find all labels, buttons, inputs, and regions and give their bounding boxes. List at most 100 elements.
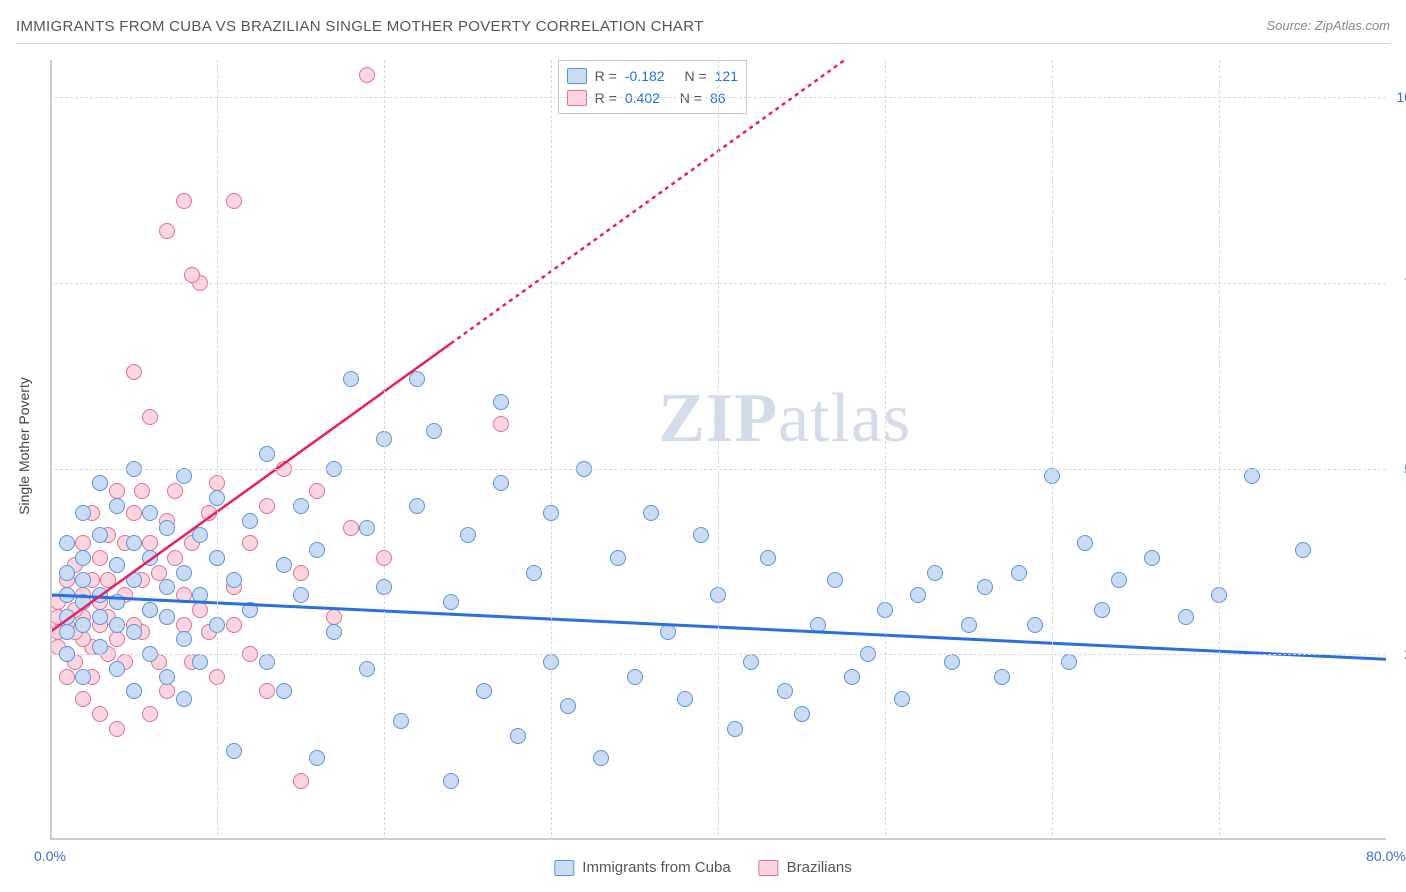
scatter-point — [109, 498, 125, 514]
scatter-point — [961, 617, 977, 633]
scatter-point — [109, 721, 125, 737]
scatter-point — [476, 683, 492, 699]
scatter-point — [75, 669, 91, 685]
scatter-point — [151, 565, 167, 581]
scatter-point — [827, 572, 843, 588]
scatter-point — [910, 587, 926, 603]
scatter-point — [359, 661, 375, 677]
r-value-1: -0.182 — [625, 68, 665, 84]
scatter-point — [109, 594, 125, 610]
legend-item-2: Brazilians — [759, 859, 852, 876]
scatter-point — [1244, 468, 1260, 484]
scatter-point — [109, 661, 125, 677]
scatter-point — [794, 706, 810, 722]
scatter-point — [159, 223, 175, 239]
scatter-point — [159, 520, 175, 536]
scatter-point — [92, 706, 108, 722]
scatter-point — [1144, 550, 1160, 566]
scatter-point — [343, 371, 359, 387]
scatter-point — [359, 67, 375, 83]
x-tick-label: 80.0% — [1366, 848, 1406, 864]
scatter-point — [142, 535, 158, 551]
scatter-point — [844, 669, 860, 685]
gridline-vertical — [217, 60, 218, 840]
scatter-point — [134, 483, 150, 499]
scatter-point — [159, 669, 175, 685]
scatter-point — [159, 683, 175, 699]
scatter-point — [75, 550, 91, 566]
scatter-point — [593, 750, 609, 766]
n-label-1: N = — [684, 68, 706, 84]
scatter-point — [109, 617, 125, 633]
scatter-point — [126, 535, 142, 551]
scatter-point — [92, 609, 108, 625]
scatter-point — [242, 602, 258, 618]
scatter-point — [75, 505, 91, 521]
scatter-point — [643, 505, 659, 521]
legend-label-2: Brazilians — [787, 859, 852, 876]
plot-area: ZIPatlas R = -0.182 N = 121 R = 0.402 — [50, 60, 1386, 840]
watermark: ZIPatlas — [658, 379, 911, 459]
scatter-point — [276, 557, 292, 573]
scatter-point — [1111, 572, 1127, 588]
scatter-point — [259, 654, 275, 670]
scatter-point — [510, 728, 526, 744]
scatter-point — [176, 691, 192, 707]
scatter-point — [59, 565, 75, 581]
y-axis-label: Single Mother Poverty — [16, 377, 32, 515]
scatter-point — [526, 565, 542, 581]
scatter-point — [109, 557, 125, 573]
gridline-vertical — [885, 60, 886, 840]
scatter-point — [75, 691, 91, 707]
scatter-point — [184, 267, 200, 283]
scatter-point — [693, 527, 709, 543]
scatter-point — [176, 617, 192, 633]
scatter-point — [677, 691, 693, 707]
r-label-1: R = — [595, 68, 617, 84]
legend: Immigrants from Cuba Brazilians — [554, 859, 851, 876]
scatter-point — [1094, 602, 1110, 618]
scatter-point — [59, 624, 75, 640]
legend-swatch-2 — [759, 860, 779, 876]
legend-swatch-1 — [554, 860, 574, 876]
scatter-point — [92, 550, 108, 566]
scatter-point — [359, 520, 375, 536]
scatter-point — [627, 669, 643, 685]
chart-source: Source: ZipAtlas.com — [1266, 18, 1390, 33]
scatter-point — [126, 505, 142, 521]
scatter-point — [201, 505, 217, 521]
scatter-point — [126, 624, 142, 640]
scatter-point — [293, 565, 309, 581]
gridline-vertical — [1219, 60, 1220, 840]
scatter-point — [109, 631, 125, 647]
scatter-point — [293, 773, 309, 789]
scatter-point — [92, 639, 108, 655]
scatter-point — [226, 572, 242, 588]
scatter-point — [92, 475, 108, 491]
scatter-point — [493, 394, 509, 410]
scatter-point — [777, 683, 793, 699]
scatter-point — [59, 587, 75, 603]
scatter-point — [226, 743, 242, 759]
scatter-point — [393, 713, 409, 729]
scatter-point — [493, 416, 509, 432]
scatter-point — [142, 550, 158, 566]
scatter-point — [1027, 617, 1043, 633]
scatter-point — [560, 698, 576, 714]
scatter-point — [944, 654, 960, 670]
scatter-point — [126, 572, 142, 588]
scatter-point — [192, 654, 208, 670]
scatter-point — [142, 409, 158, 425]
scatter-point — [1011, 565, 1027, 581]
scatter-point — [443, 594, 459, 610]
scatter-point — [75, 617, 91, 633]
scatter-point — [293, 498, 309, 514]
scatter-point — [409, 498, 425, 514]
scatter-point — [176, 468, 192, 484]
scatter-point — [92, 527, 108, 543]
scatter-point — [309, 542, 325, 558]
scatter-point — [109, 483, 125, 499]
scatter-point — [994, 669, 1010, 685]
scatter-point — [326, 624, 342, 640]
scatter-point — [159, 609, 175, 625]
